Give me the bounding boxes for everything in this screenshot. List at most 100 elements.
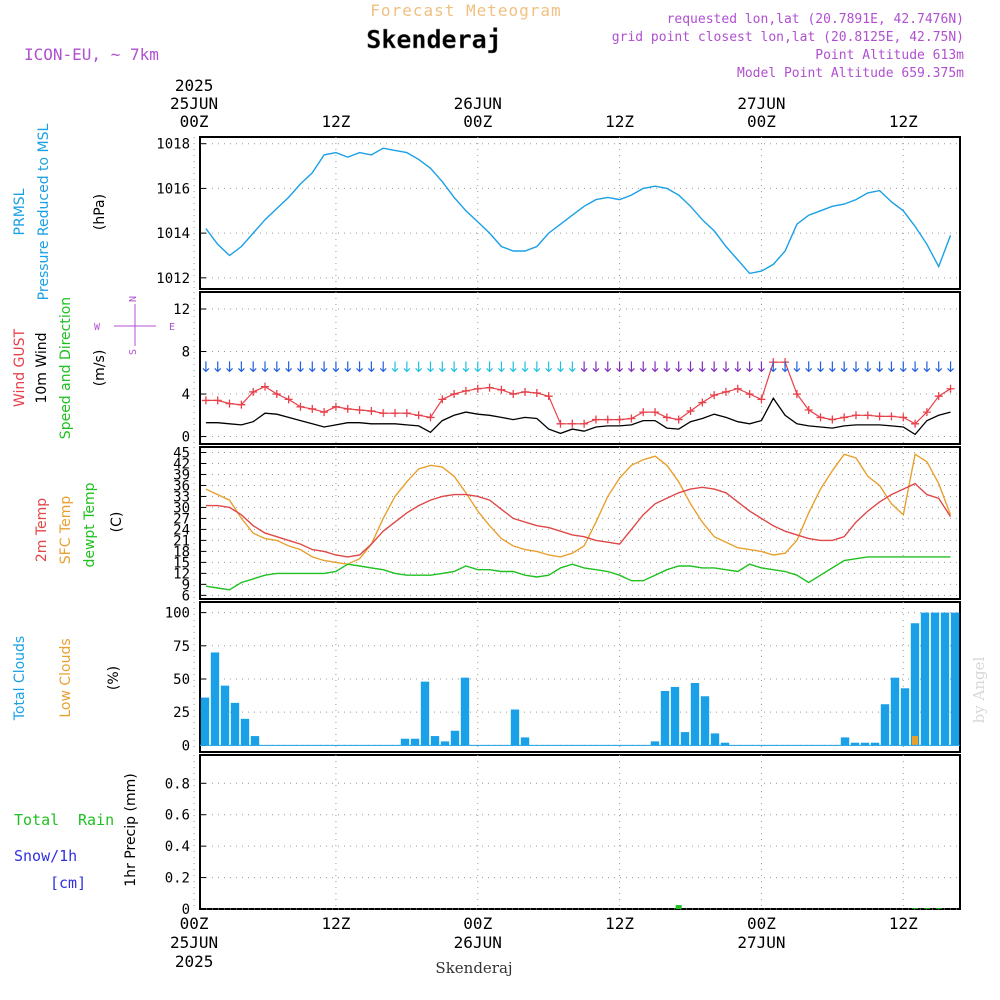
total-cloud-bar <box>930 612 940 746</box>
wind-direction-arrow <box>332 361 340 373</box>
temp2m-label: 2m Temp <box>34 498 50 562</box>
compass-w: W <box>94 322 101 333</box>
gust-marker <box>934 392 943 401</box>
gust-marker <box>639 408 648 417</box>
gust-marker <box>887 412 896 421</box>
gust-line <box>205 361 951 425</box>
y-tick-label: 75 <box>173 639 190 655</box>
location-title: Skenderaj <box>366 25 501 54</box>
gust-marker <box>733 384 742 393</box>
wind-direction-arrow <box>320 361 328 373</box>
wind-direction-arrow <box>852 361 860 373</box>
precip-labels: Total Rain Snow/1h [cm] 1hr Precip (mm) <box>14 773 139 892</box>
wind-direction-arrow <box>935 361 943 373</box>
gust-marker <box>320 408 329 417</box>
wind-direction-arrow <box>344 361 352 373</box>
wind-direction-arrow <box>545 361 553 373</box>
wind-dir-label: Speed and Direction <box>58 297 74 439</box>
total-cloud-bar <box>940 612 950 746</box>
gust-marker <box>580 419 589 428</box>
gust-marker <box>899 413 908 422</box>
wind-direction-arrow <box>237 361 245 373</box>
wind-direction-arrow <box>285 361 293 373</box>
wind-direction-arrow <box>769 361 777 373</box>
bottom-date-label: 26JUN <box>454 933 502 952</box>
top-date-label: 27JUN <box>737 94 785 113</box>
gust-marker <box>698 398 707 407</box>
bottom-hour-label: 00Z <box>463 914 492 933</box>
total-cloud-bar <box>410 738 420 746</box>
y-tick-label: 9 <box>182 577 190 593</box>
wind-speed-line <box>205 397 951 436</box>
bottom-year-label: 2025 <box>175 952 214 971</box>
gust-marker <box>544 392 553 401</box>
rain-bar <box>935 908 942 909</box>
wind-direction-arrow <box>592 361 600 373</box>
total-cloud-bar <box>660 690 670 746</box>
precip-panel: 0 0.2 0.4 0.6 0.8 <box>165 754 961 918</box>
panel-frame <box>199 754 961 910</box>
sfctemp-label: SFC Temp <box>58 496 74 565</box>
panel-frame <box>199 291 961 445</box>
panel-frame <box>199 601 961 753</box>
wind-panel: 0 4 8 12 <box>173 291 961 446</box>
wind-direction-arrow <box>746 361 754 373</box>
gust-marker <box>828 415 837 424</box>
total-cloud-bar <box>510 709 520 746</box>
y-tick-label: 6 <box>182 588 190 604</box>
y-tick-label: 30 <box>173 500 190 516</box>
gust-marker <box>792 390 801 399</box>
y-tick-label: 1012 <box>156 271 190 287</box>
y-tick-label: 0 <box>182 902 190 918</box>
low-clouds-label: Low Clouds <box>58 638 74 717</box>
total-cloud-bar <box>690 682 700 746</box>
y-tick-label: 0 <box>182 738 190 754</box>
y-tick-label: 0 <box>182 430 190 446</box>
y-tick-label: 8 <box>182 345 190 361</box>
snow-label: Snow/1h <box>14 847 77 865</box>
total-cloud-bar <box>450 730 460 746</box>
precip-unit-label: 1hr Precip (mm) <box>123 773 139 886</box>
compass-rose: N S W E <box>94 296 175 355</box>
sfc-temp-line <box>205 453 952 565</box>
gust-marker <box>497 385 506 394</box>
compass-s: S <box>128 349 139 355</box>
wind-direction-arrow <box>817 361 824 373</box>
wind-direction-arrow <box>403 361 411 373</box>
watermark: by Angel <box>970 656 988 723</box>
top-year-label: 2025 <box>175 76 214 95</box>
gust-marker <box>225 399 234 408</box>
gust-marker <box>816 413 825 422</box>
total-cloud-bar <box>720 742 730 746</box>
y-tick-label: 25 <box>173 705 190 721</box>
wind-direction-arrow <box>379 361 387 373</box>
total-cloud-bar <box>890 677 900 746</box>
wind-direction-arrow <box>616 361 624 373</box>
total-clouds-label: Total Clouds <box>12 636 28 721</box>
wind-direction-arrow <box>781 361 789 373</box>
requested-coords: requested lon,lat (20.7891E, 42.7476N) <box>667 12 964 27</box>
gust-marker <box>308 404 317 413</box>
panel-frame <box>199 446 961 600</box>
wind-labels: Wind GUST 10m Wind Speed and Direction (… <box>12 297 108 439</box>
snow-unit-label: [cm] <box>50 874 86 892</box>
y-tick-label: 0.8 <box>165 776 190 792</box>
wind-direction-arrow <box>214 361 222 373</box>
y-tick-label: 1014 <box>156 226 190 242</box>
bottom-hour-label: 00Z <box>747 914 776 933</box>
gust-marker <box>875 412 884 421</box>
wind-direction-arrow <box>356 361 363 373</box>
gridpoint-coords: grid point closest lon,lat (20.8125E, 42… <box>612 30 964 45</box>
pressure-line <box>205 147 952 275</box>
wind-direction-arrow <box>651 361 659 373</box>
gust-marker <box>804 405 813 414</box>
gust-marker <box>438 395 447 404</box>
bottom-hour-label: 00Z <box>180 914 209 933</box>
compass-n: N <box>128 296 139 302</box>
y-tick-label: 0.2 <box>165 871 190 887</box>
wind-direction-arrow <box>805 361 813 373</box>
wind-direction-arrow <box>462 361 470 373</box>
wind-direction-arrow <box>261 361 269 373</box>
top-date-label: 25JUN <box>170 94 218 113</box>
wind-direction-arrow <box>734 361 742 373</box>
